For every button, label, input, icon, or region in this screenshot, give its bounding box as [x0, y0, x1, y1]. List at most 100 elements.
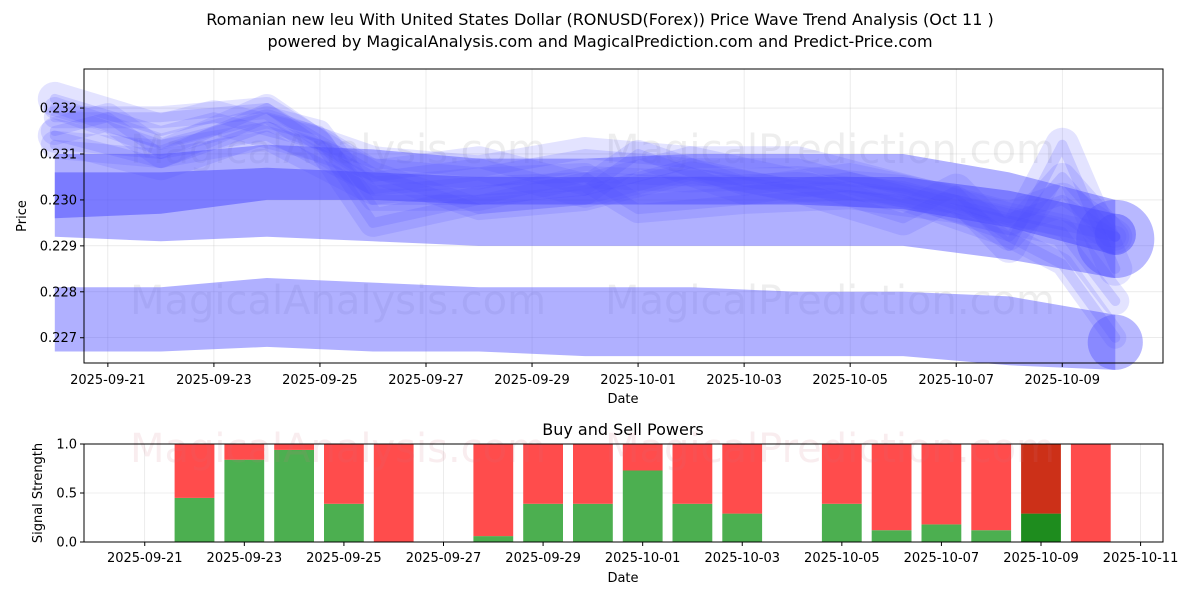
- buy-sell-y-tick-label: 0.0: [56, 536, 77, 551]
- sell-power-bar: [174, 444, 215, 498]
- buy-power-bar: [871, 530, 912, 542]
- buy-power-bar: [971, 530, 1012, 542]
- price-wave-6-glow: [37, 109, 1133, 254]
- price-y-tick-label: 0.232: [40, 102, 77, 117]
- price-wave-3: [49, 93, 1121, 274]
- buy-power-bar: [324, 503, 364, 542]
- buy-power-bar: [672, 503, 713, 542]
- buy-sell-x-tick-label: 2025-09-29: [505, 551, 581, 566]
- buy-power-bar: [224, 459, 265, 542]
- sell-power-bar: [971, 444, 1012, 531]
- price-x-tick-label: 2025-10-07: [918, 373, 994, 388]
- sell-power-bar: [622, 444, 663, 471]
- price-waves: [37, 81, 1133, 349]
- price-wave-1: [49, 103, 1121, 242]
- price-y-tick-label: 0.227: [40, 331, 77, 346]
- price-wave-2-glow: [40, 94, 1130, 251]
- buy-sell-y-tick-label: 1.0: [56, 438, 77, 453]
- price-y-tick-label: 0.228: [40, 285, 77, 300]
- price-x-ticks: 2025-09-21 2025-09-23 2025-09-25 2025-09-27…: [70, 363, 1100, 388]
- buy-sell-x-tick-label: 2025-10-09: [1003, 551, 1079, 566]
- sell-power-bar: [274, 444, 314, 450]
- buy-power-bar: [1021, 513, 1061, 542]
- price-wave-6: [49, 121, 1121, 242]
- buy-sell-watermarks: MagicalAnalysis.com MagicalPrediction.co…: [130, 426, 1055, 472]
- price-wave-panel: MagicalAnalysis.com MagicalPrediction.co…: [15, 68, 1164, 407]
- sell-power-bar: [324, 444, 364, 504]
- buy-power-bar: [174, 497, 215, 542]
- price-wave-4-glow: [43, 97, 1127, 349]
- price-y-tick-label: 0.230: [40, 193, 77, 208]
- watermark-prediction-top: MagicalPrediction.com: [605, 127, 1055, 173]
- sell-power-bar: [523, 444, 563, 504]
- watermark-prediction-bottom: MagicalPrediction.com: [605, 426, 1055, 472]
- watermark-analysis-bottom: MagicalAnalysis.com: [130, 426, 546, 472]
- price-y-ticks: 0.227 0.228 0.229 0.230 0.231 0.232: [40, 102, 84, 346]
- buy-sell-panel: Buy and Sell Powers MagicalAnalysis.com …: [31, 420, 1178, 586]
- buy-sell-x-tick-label: 2025-10-03: [704, 551, 780, 566]
- buy-sell-x-tick-label: 2025-09-25: [306, 551, 382, 566]
- watermark-prediction-mid: MagicalPrediction.com: [605, 278, 1055, 324]
- price-wave-5-glow: [40, 121, 1130, 315]
- price-band-lower-cap: [1087, 314, 1143, 370]
- buy-sell-x-tick-label: 2025-10-05: [804, 551, 880, 566]
- price-wave-5: [49, 130, 1121, 306]
- price-y-axis-label: Price: [15, 200, 30, 232]
- price-wave-4: [49, 103, 1121, 343]
- price-band-lower: [54, 278, 1116, 370]
- chart-title: Romanian new leu With United States Doll…: [206, 10, 993, 29]
- sell-power-bar: [821, 444, 862, 504]
- buy-sell-y-tick-label: 0.5: [56, 487, 77, 502]
- price-x-tick-label: 2025-10-09: [1024, 373, 1100, 388]
- sell-power-bar: [1070, 444, 1111, 542]
- buy-power-bar: [473, 536, 514, 542]
- buy-sell-x-tick-label: 2025-09-27: [406, 551, 482, 566]
- buy-sell-x-tick-label: 2025-10-07: [904, 551, 980, 566]
- price-watermarks: MagicalAnalysis.com MagicalPrediction.co…: [130, 127, 1055, 324]
- buy-sell-x-ticks: 2025-09-21 2025-09-23 2025-09-25 2025-09-27…: [107, 542, 1178, 566]
- price-x-tick-label: 2025-09-23: [176, 373, 252, 388]
- sell-power-bar: [1021, 444, 1061, 514]
- price-y-tick-label: 0.231: [40, 147, 77, 162]
- buy-power-bar: [622, 470, 663, 542]
- price-x-tick-label: 2025-09-27: [388, 373, 464, 388]
- price-wave-3-glow: [37, 81, 1133, 286]
- chart-subtitle: powered by MagicalAnalysis.com and Magic…: [267, 32, 932, 51]
- price-x-tick-label: 2025-10-01: [600, 373, 676, 388]
- price-x-axis-label: Date: [607, 392, 638, 407]
- buy-sell-x-tick-label: 2025-09-21: [107, 551, 183, 566]
- watermark-analysis-mid: MagicalAnalysis.com: [130, 278, 546, 324]
- price-x-tick-label: 2025-10-05: [812, 373, 888, 388]
- sell-power-bar: [871, 444, 912, 531]
- price-band-mid: [54, 167, 1116, 255]
- sell-power-bar: [224, 444, 265, 460]
- price-wave-1-glow: [43, 97, 1127, 248]
- price-x-tick-label: 2025-09-25: [282, 373, 358, 388]
- sell-power-bar: [573, 444, 613, 504]
- buy-power-bar: [921, 524, 962, 542]
- sell-power-bar: [373, 444, 414, 542]
- buy-sell-y-axis-label: Signal Strength: [31, 443, 46, 543]
- buy-power-bar: [573, 503, 613, 542]
- sell-power-bar: [672, 444, 713, 504]
- sell-power-bar: [473, 444, 514, 537]
- buy-power-bar: [821, 503, 862, 542]
- price-band-mid-cap: [1094, 213, 1136, 256]
- buy-power-bar: [274, 449, 314, 542]
- buy-power-bar: [523, 503, 563, 542]
- buy-sell-x-axis-label: Date: [607, 571, 638, 586]
- price-x-tick-label: 2025-10-03: [706, 373, 782, 388]
- price-wave-2: [49, 103, 1121, 242]
- watermark-analysis-top: MagicalAnalysis.com: [130, 127, 546, 173]
- price-y-tick-label: 0.229: [40, 239, 77, 254]
- buy-sell-x-tick-label: 2025-09-23: [207, 551, 283, 566]
- buy-sell-bars: [174, 444, 1111, 542]
- price-plot-frame: [83, 68, 1164, 364]
- buy-power-bar: [722, 513, 763, 542]
- buy-sell-y-ticks: 0.0 0.5 1.0: [56, 438, 84, 551]
- buy-sell-title: Buy and Sell Powers: [542, 420, 704, 439]
- price-x-tick-label: 2025-09-21: [70, 373, 146, 388]
- buy-sell-x-tick-label: 2025-10-01: [605, 551, 681, 566]
- buy-sell-x-tick-label: 2025-10-11: [1103, 551, 1179, 566]
